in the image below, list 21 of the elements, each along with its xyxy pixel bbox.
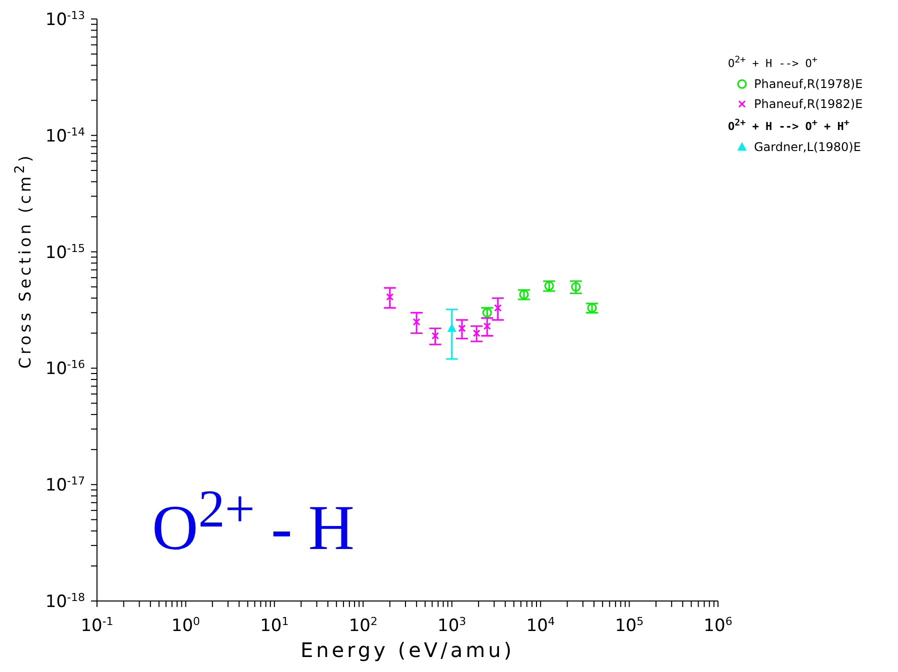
x-axis-title: Energy (eV/amu) [300,638,515,662]
x-tick-label: 10$^{4}$ [526,614,555,636]
x-tick-label: 10$^{1}$ [260,614,289,636]
y-tick-label: 10$^{-14}$ [45,124,85,146]
x-tick-label: 10$^{2}$ [348,614,378,636]
y-tick-label: 10$^{-16}$ [45,358,85,380]
text: O$^{2+}$ + H --> O$^{+}$ + H$^{+}$ [728,118,850,134]
y-tick-label: 10$^{-15}$ [45,241,85,263]
x-tick-label: 10$^{-1}$ [80,614,114,636]
annotation: O$^{2+}$ - H [152,479,354,564]
text: O$^{2+}$ + H --> O$^{+}$ [728,54,818,70]
y-tick-label: 10$^{-18}$ [45,590,85,612]
legend-label: Phaneuf,R(1978)E [753,76,863,93]
y-tick-label: 10$^{-17}$ [45,474,85,496]
legend-label: Phaneuf,R(1982)E [753,96,863,113]
x-tick-label: 10$^{3}$ [438,614,466,636]
y-tick-label: 10$^{-13}$ [45,8,85,30]
x-tick-label: 10$^{5}$ [614,614,644,636]
x-tick-label: 10$^{6}$ [704,614,732,636]
legend-label: Gardner,L(1980)E [753,139,862,156]
x-tick-label: 10$^{0}$ [171,614,200,636]
